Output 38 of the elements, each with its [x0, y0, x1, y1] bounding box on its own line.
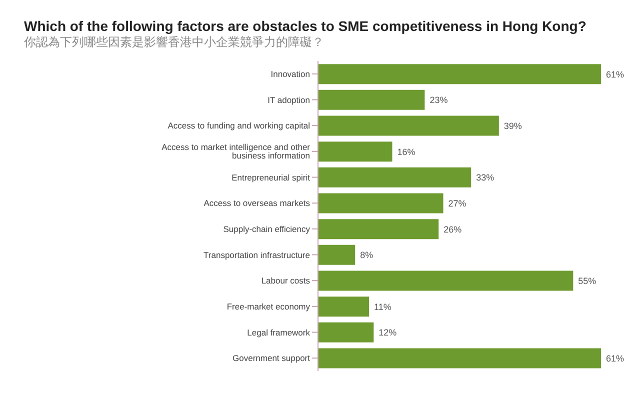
text: 你認為下列哪些因素是影響香港中小企業競爭力的障礙？	[24, 34, 325, 51]
data-label: 12%	[378, 328, 397, 338]
y-tick-label: Legal framework	[247, 327, 311, 338]
y-tick-label: Transportation infrastructure	[204, 250, 310, 260]
data-label: 33%	[476, 172, 494, 183]
y-tick-label: Access to funding and working capital	[168, 120, 310, 131]
y-tick-label: Supply-chain efficiency	[223, 224, 311, 234]
bar	[318, 167, 472, 188]
y-tick-label: Entrepreneurial spirit	[232, 172, 311, 182]
y-tick-label: Access to market intelligence and other business information	[162, 142, 310, 161]
data-label: 26%	[444, 224, 462, 234]
bar	[318, 296, 370, 317]
bar	[318, 64, 601, 84]
bar	[318, 90, 425, 110]
data-label: 61%	[606, 353, 624, 364]
chart-title: Which of the following factors are obstacles to SME competitiveness in Hong Kong?	[24, 18, 588, 34]
y-tick-label: Access to overseas markets	[204, 198, 310, 208]
data-label: 39%	[504, 120, 522, 131]
y-tick-label: Innovation	[270, 68, 310, 79]
bar	[318, 270, 574, 291]
bar	[318, 244, 356, 265]
bar	[318, 193, 444, 214]
y-tick-label: IT adoption	[268, 94, 310, 105]
data-label: 61%	[606, 69, 624, 80]
data-label: 16%	[397, 146, 416, 157]
data-label: 27%	[448, 198, 466, 208]
bar	[318, 142, 392, 162]
bar	[318, 348, 601, 368]
data-label: 8%	[360, 250, 374, 260]
bar	[318, 219, 439, 240]
y-tick-label: Government support	[232, 353, 311, 364]
y-tick-label: Labour costs	[261, 276, 310, 286]
data-label: 55%	[578, 276, 596, 286]
data-label: 23%	[430, 95, 448, 106]
bar	[318, 322, 374, 342]
y-tick-label: Free-market economy	[226, 301, 311, 312]
data-label: 11%	[374, 302, 392, 312]
bar	[318, 116, 499, 136]
